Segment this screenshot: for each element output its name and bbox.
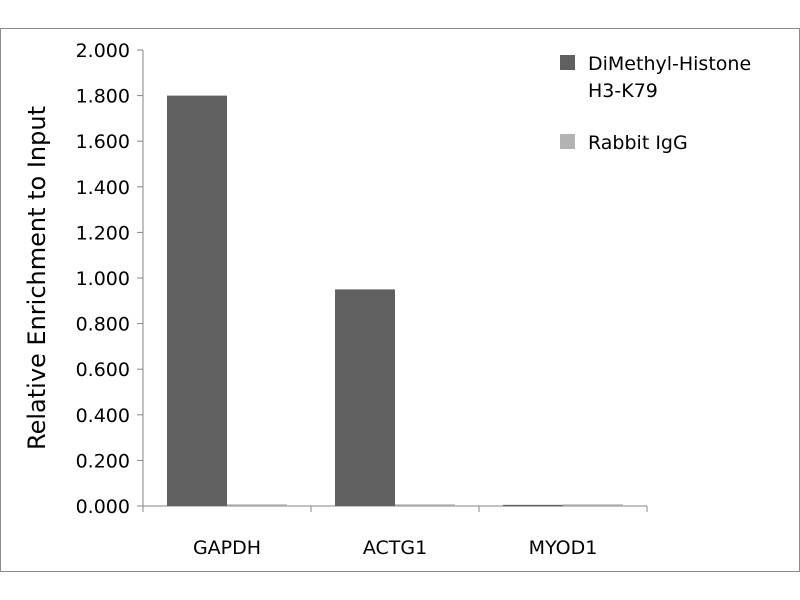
x-tick-label: ACTG1	[363, 537, 427, 559]
bar-actg1-0	[335, 289, 395, 506]
y-axis-label: Relative Enrichment to Input	[23, 106, 51, 450]
legend-label: H3-K79	[588, 80, 658, 102]
y-tick-label: 1.000	[76, 268, 130, 290]
y-tick-label: 1.800	[76, 86, 130, 108]
legend-label: DiMethyl-Histone	[588, 53, 751, 75]
bar-gapdh-1	[227, 504, 287, 506]
y-tick-label: 0.600	[76, 359, 130, 381]
x-tick-label: MYOD1	[529, 537, 598, 559]
y-tick-label: 1.200	[76, 222, 130, 244]
y-tick-label: 0.400	[76, 405, 130, 427]
y-tick-label: 0.800	[76, 314, 130, 336]
y-tick-label: 1.400	[76, 177, 130, 199]
y-tick-label: 0.000	[76, 496, 130, 518]
legend-label: Rabbit IgG	[588, 132, 688, 154]
y-tick-label: 1.600	[76, 131, 130, 153]
bar-gapdh-0	[167, 95, 227, 506]
bar-actg1-1	[395, 504, 455, 506]
bar-myod1-1	[563, 504, 623, 506]
y-tick-label: 2.000	[76, 40, 130, 62]
legend-swatch-1	[560, 134, 575, 149]
x-tick-label: GAPDH	[193, 537, 261, 559]
legend-swatch-0	[560, 55, 575, 70]
bar-myod1-0	[503, 504, 563, 507]
y-tick-label: 0.200	[76, 450, 130, 472]
